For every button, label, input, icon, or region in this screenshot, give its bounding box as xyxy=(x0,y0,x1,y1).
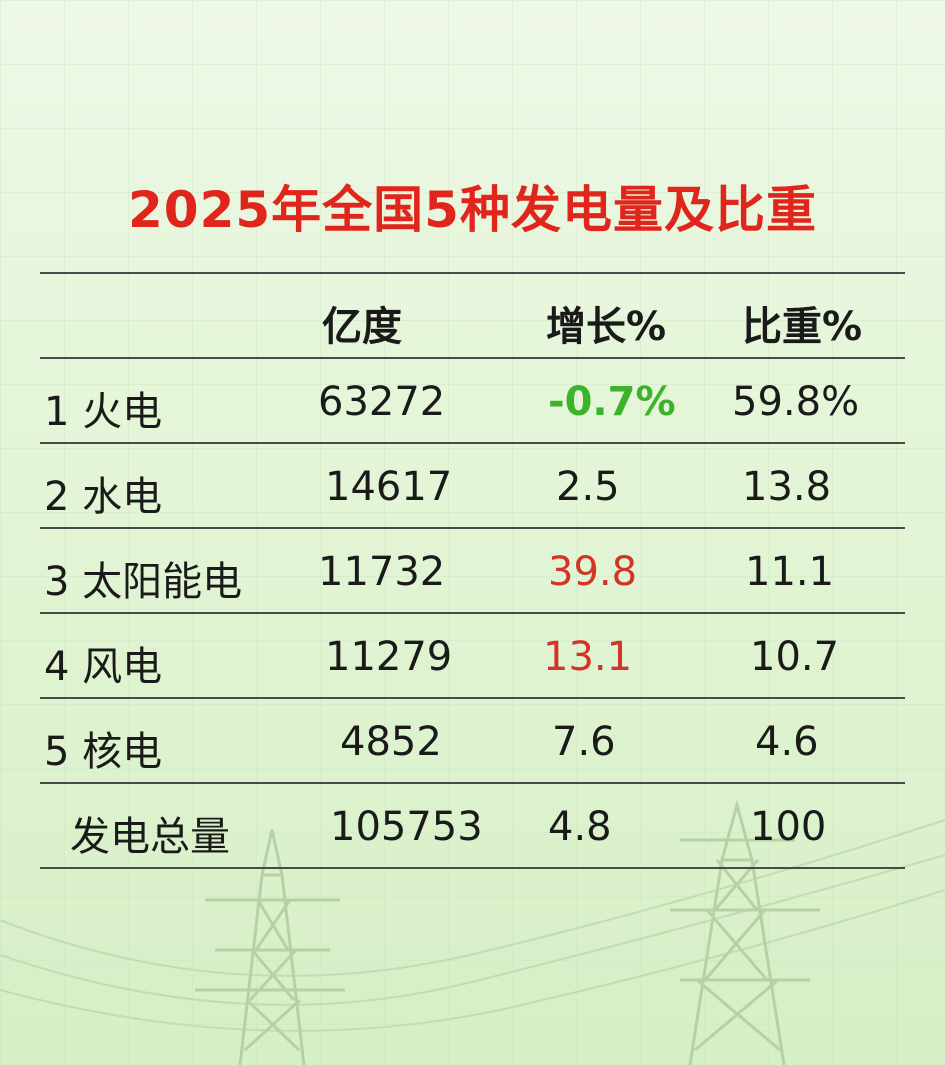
row-amount: 63272 xyxy=(318,379,446,425)
row-amount: 14617 xyxy=(325,464,453,510)
row-share: 10.7 xyxy=(750,634,840,680)
row-growth: 39.8 xyxy=(548,549,638,595)
row-share: 13.8 xyxy=(742,464,832,510)
total-label: 发电总量 xyxy=(70,814,230,860)
row-name: 4 风电 xyxy=(44,644,163,690)
page-title: 2025年全国5种发电量及比重 xyxy=(128,181,817,239)
table-rule xyxy=(40,612,905,614)
row-growth: 7.6 xyxy=(552,719,616,765)
row-growth: 2.5 xyxy=(556,464,620,510)
row-name: 1 火电 xyxy=(44,389,163,435)
row-name: 5 核电 xyxy=(44,729,163,775)
total-growth: 4.8 xyxy=(548,804,612,850)
row-name: 2 水电 xyxy=(44,474,163,520)
table-rule xyxy=(40,357,905,359)
table-rule xyxy=(40,442,905,444)
total-amount: 105753 xyxy=(330,804,483,850)
column-header-amount: 亿度 xyxy=(322,304,402,350)
table-rule xyxy=(40,867,905,869)
row-growth: 13.1 xyxy=(543,634,633,680)
row-amount: 11732 xyxy=(318,549,446,595)
power-tower-illustration xyxy=(0,799,945,1065)
table-rule xyxy=(40,527,905,529)
table-rule xyxy=(40,697,905,699)
row-share: 4.6 xyxy=(755,719,819,765)
row-amount: 11279 xyxy=(325,634,453,680)
table-rule xyxy=(40,782,905,784)
row-share: 59.8% xyxy=(732,379,860,425)
row-amount: 4852 xyxy=(340,719,442,765)
row-share: 11.1 xyxy=(745,549,835,595)
table-rule xyxy=(40,272,905,274)
column-header-share: 比重% xyxy=(742,304,863,350)
column-header-growth: 增长% xyxy=(546,304,667,350)
total-share: 100 xyxy=(750,804,827,850)
row-name: 3 太阳能电 xyxy=(44,559,243,605)
row-growth: -0.7% xyxy=(548,379,676,425)
